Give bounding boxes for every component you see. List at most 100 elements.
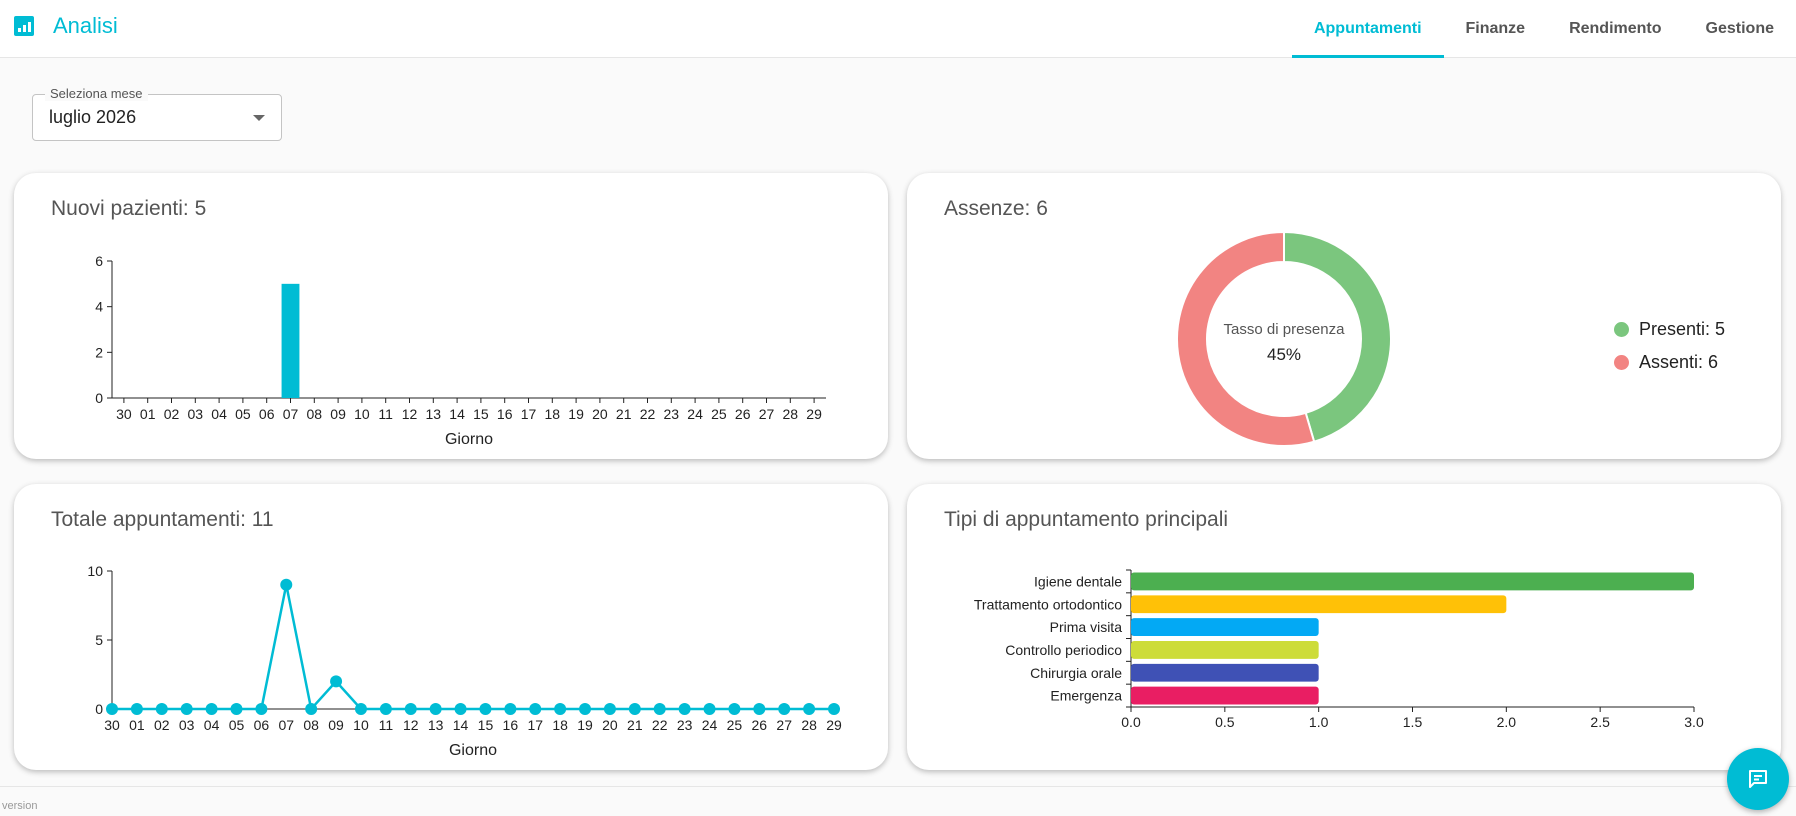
x-tick-label: 09: [328, 717, 344, 733]
data-point: [130, 703, 143, 715]
data-point: [305, 703, 318, 715]
data-point: [803, 703, 816, 715]
data-point: [155, 703, 168, 715]
data-point: [205, 703, 218, 715]
data-point: [280, 578, 293, 591]
data-point: [703, 703, 716, 715]
x-tick-label: 06: [254, 717, 270, 733]
x-tick-label: 15: [478, 717, 494, 733]
category-label: Igiene dentale: [1034, 573, 1122, 589]
x-tick-label: 11: [378, 406, 393, 422]
legend-label-absent: Assenti: 6: [1639, 352, 1719, 372]
category-label: Trattamento ortodontico: [974, 596, 1122, 612]
x-tick-label: 16: [497, 406, 513, 422]
app-title: Analisi: [53, 13, 118, 38]
x-tick-label: 05: [229, 717, 245, 733]
data-point: [255, 703, 268, 715]
data-point: [379, 703, 392, 715]
x-tick-label: 1.0: [1309, 714, 1329, 730]
x-tick-label: 0.0: [1121, 714, 1141, 730]
data-point: [753, 703, 766, 715]
x-tick-label: 07: [278, 717, 294, 733]
x-tick-label: 29: [826, 717, 842, 733]
footer-bar: [0, 786, 1796, 816]
month-select[interactable]: Seleziona mese luglio 2026: [32, 86, 282, 141]
x-tick-label: 03: [188, 406, 204, 422]
data-point: [678, 703, 691, 715]
y-tick-label: 6: [95, 253, 103, 269]
data-point: [404, 703, 417, 715]
x-tick-label: 19: [577, 717, 593, 733]
x-tick-label: 28: [783, 406, 799, 422]
y-tick-label: 2: [95, 344, 103, 360]
x-tick-label: 08: [303, 717, 319, 733]
total-appointments-card: Totale appuntamenti: 11 0 5 10 30 01 02 03 04 05…: [14, 484, 888, 770]
chat-button[interactable]: [1727, 748, 1789, 810]
x-tick-label: 27: [776, 717, 792, 733]
chat-icon: [1749, 770, 1767, 788]
x-tick-label: 22: [652, 717, 668, 733]
bar: [1131, 686, 1319, 705]
x-tick-label: 25: [711, 406, 727, 422]
bar: [1131, 663, 1319, 682]
data-point: [180, 703, 193, 715]
x-tick-label: 23: [664, 406, 680, 422]
data-point: [529, 703, 542, 715]
x-tick-label: 13: [426, 406, 442, 422]
bar: [1131, 572, 1694, 591]
data-point: [354, 703, 367, 715]
x-tick-label: 2.5: [1590, 714, 1610, 730]
x-tick-label: 24: [702, 717, 718, 733]
x-tick-label: 20: [602, 717, 618, 733]
absences-card: Assenze: 6 Tasso di presenza 45% Presenti…: [907, 173, 1781, 459]
x-tick-label: 01: [140, 406, 156, 422]
donut-slice-assenti: [1176, 230, 1316, 447]
donut-center-value: 45%: [1267, 345, 1301, 364]
new-patients-title: Nuovi pazienti: 5: [51, 197, 207, 220]
tab-gestione[interactable]: Gestione: [1705, 20, 1774, 37]
tab-appuntamenti[interactable]: Appuntamenti: [1291, 0, 1444, 58]
data-point: [728, 703, 741, 715]
data-point: [778, 703, 791, 715]
month-select-label: Seleziona mese: [45, 86, 148, 101]
data-point: [230, 703, 243, 715]
data-point: [603, 703, 616, 715]
category-label: Emergenza: [1050, 688, 1122, 704]
x-tick-label: 2.0: [1497, 714, 1517, 730]
data-point: [653, 703, 666, 715]
data-point: [504, 703, 517, 715]
data-point: [628, 703, 641, 715]
x-tick-label: 15: [473, 406, 489, 422]
data-point: [454, 703, 467, 715]
data-point: [330, 675, 343, 688]
x-tick-label: 01: [129, 717, 145, 733]
x-tick-label: 14: [449, 406, 465, 422]
y-tick-label: 0: [95, 701, 103, 717]
x-tick-label: 26: [752, 717, 768, 733]
x-tick-label: 13: [428, 717, 444, 733]
total-appointments-title: Totale appuntamenti: 11: [51, 508, 274, 531]
x-axis-title: Giorno: [449, 742, 497, 759]
top-bar: Analisi Appuntamenti Finanze Rendimento …: [0, 0, 1796, 58]
tab-bar: Appuntamenti Finanze Rendimento Gestione: [1291, 0, 1796, 58]
x-tick-label: 05: [235, 406, 251, 422]
x-tick-label: 10: [354, 406, 370, 422]
x-tick-label: 06: [259, 406, 275, 422]
version-label: version: [2, 800, 38, 812]
donut-slice-presenti: [1283, 230, 1392, 443]
category-label: Controllo periodico: [1005, 642, 1122, 658]
new-patients-card: Nuovi pazienti: 5 0 2 4 6 30 01 02 03 04 05 06 07 08…: [14, 173, 888, 459]
attendance-legend: Presenti: 5 Assenti: 6: [1614, 313, 1725, 379]
x-tick-label: 18: [545, 406, 561, 422]
bar: [281, 283, 300, 398]
month-select-value: luglio 2026: [49, 107, 137, 127]
tab-finanze[interactable]: Finanze: [1465, 20, 1526, 37]
donut-center-label: Tasso di presenza: [1224, 321, 1346, 338]
data-point: [429, 703, 442, 715]
x-tick-label: 0.5: [1215, 714, 1235, 730]
absences-title: Assenze: 6: [944, 197, 1048, 220]
tab-rendimento[interactable]: Rendimento: [1569, 20, 1662, 37]
x-tick-label: 02: [154, 717, 170, 733]
